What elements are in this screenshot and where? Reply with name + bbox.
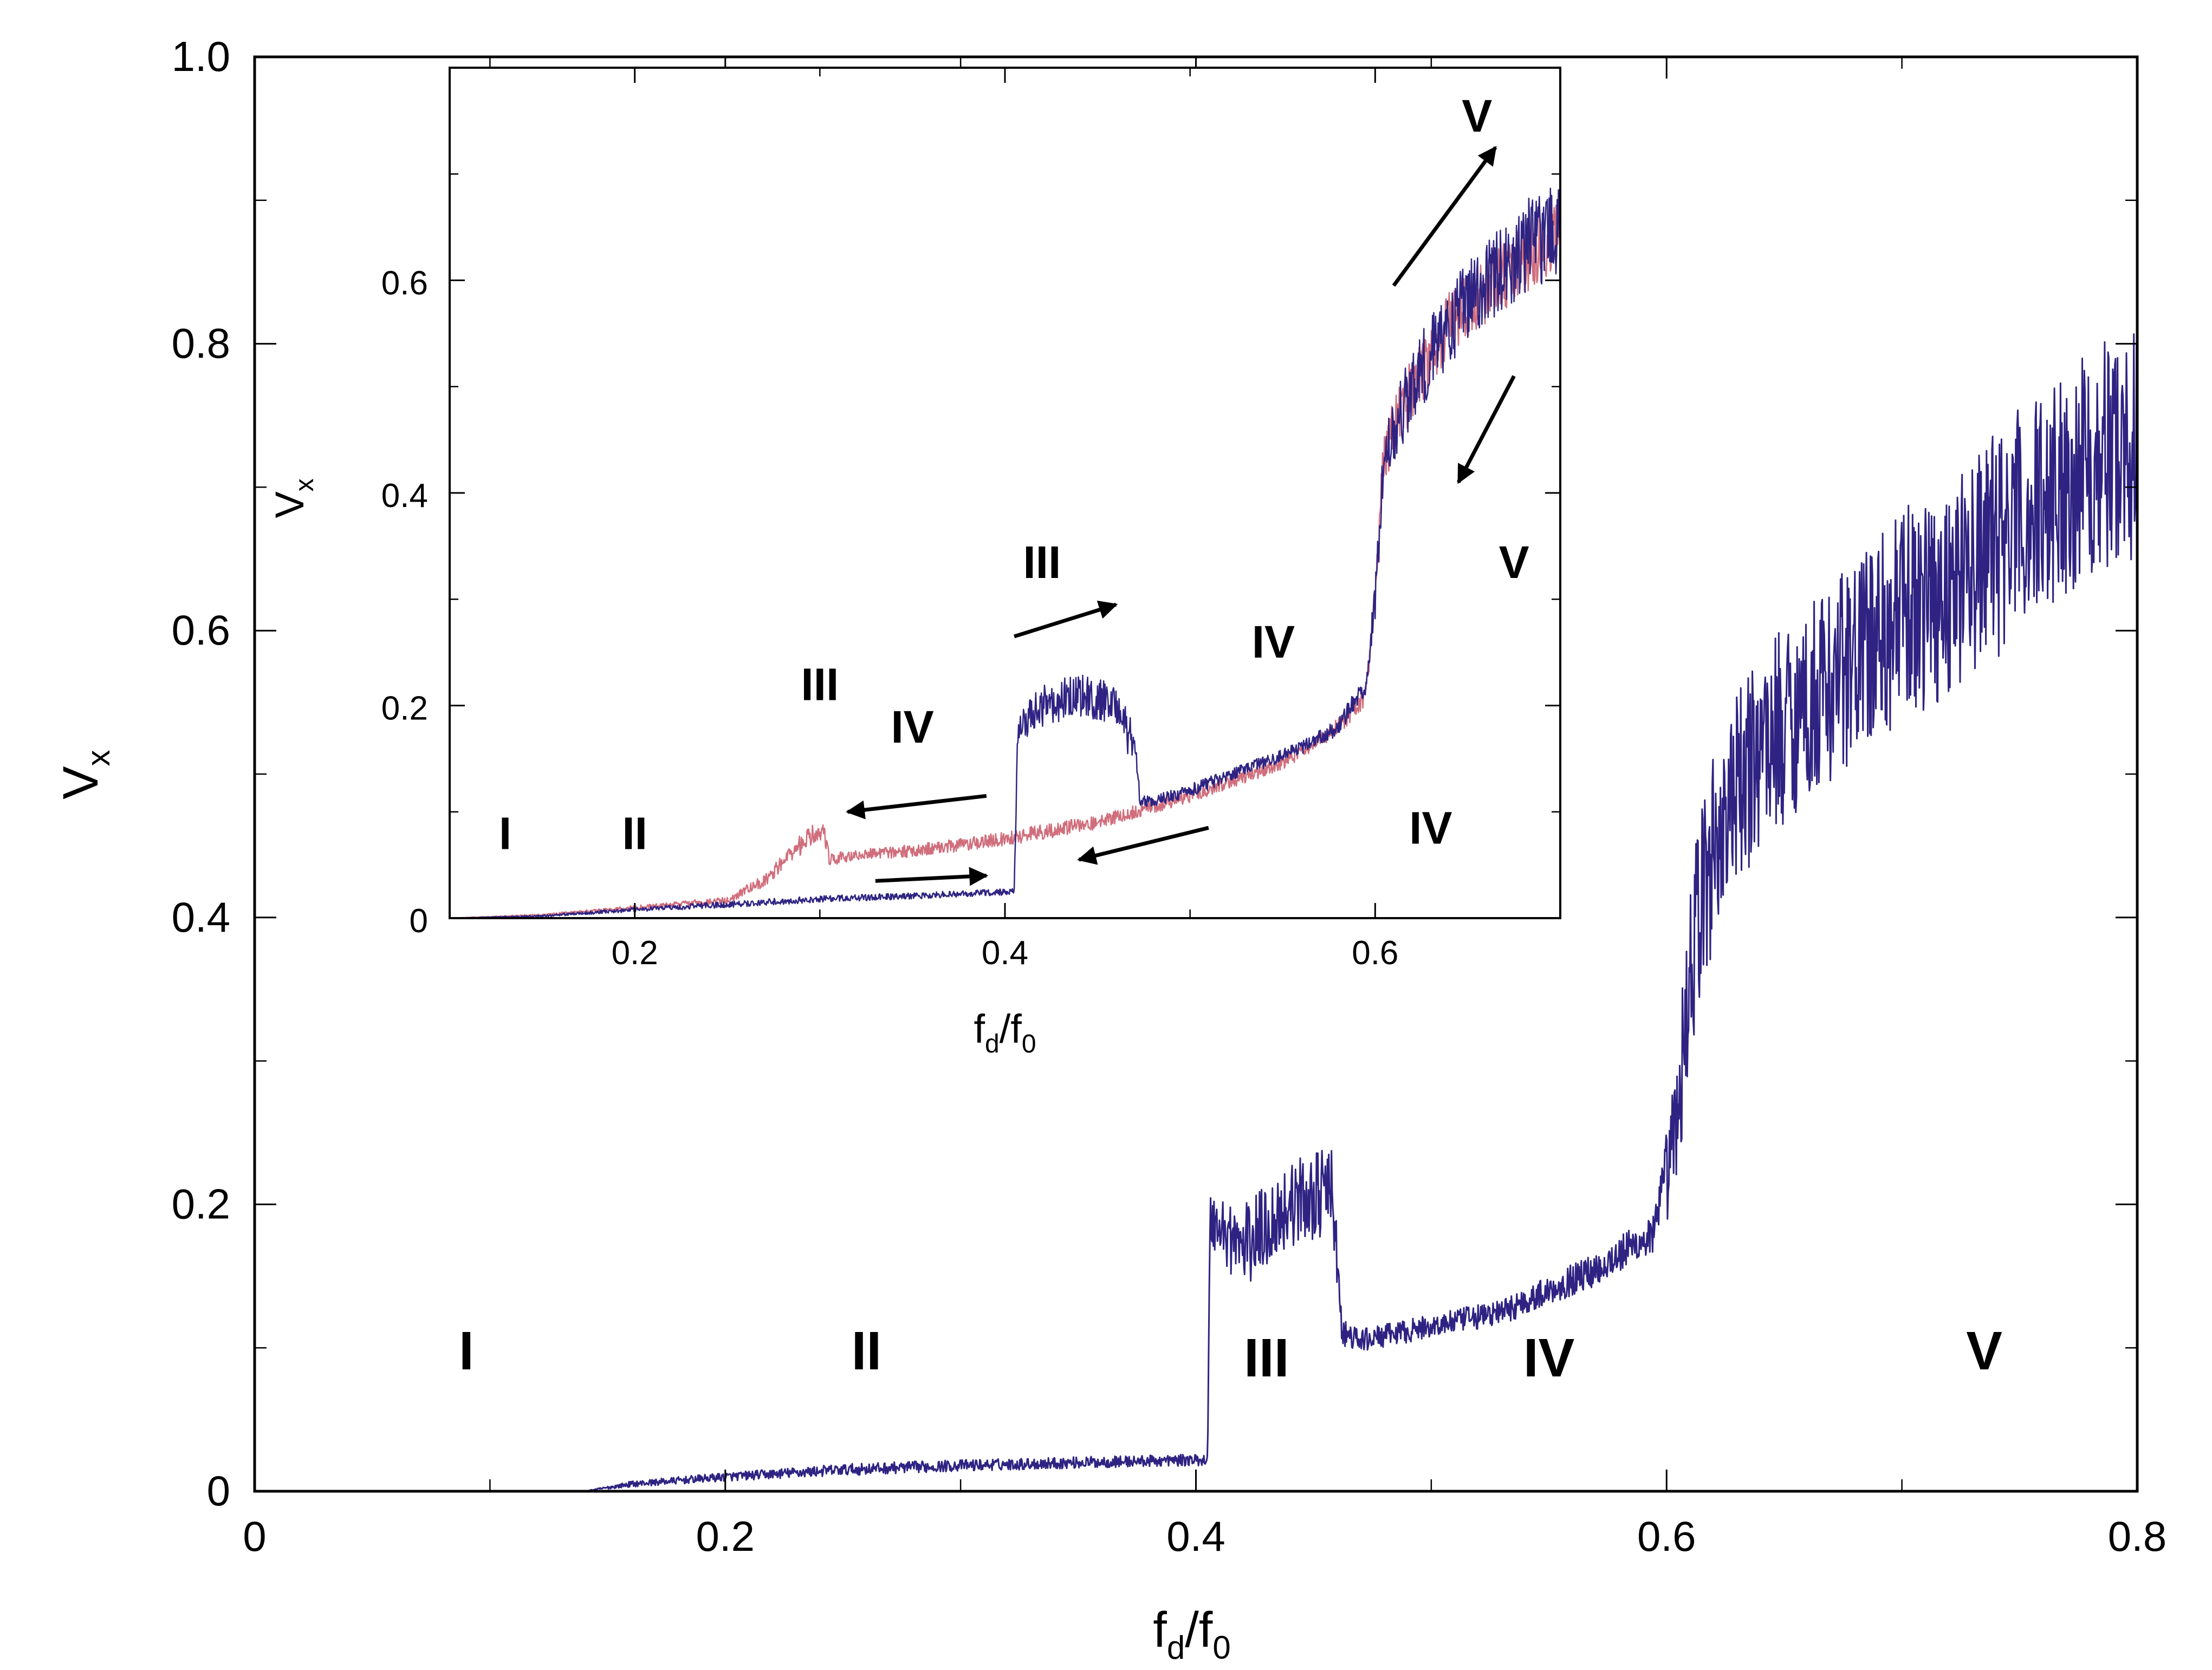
inset-region-label: III bbox=[1023, 537, 1061, 588]
main-ticks: 0 0.2 0.4 0.6 0.8 0 0.2 0.4 0.6 0.8 1.0 bbox=[172, 33, 2167, 1560]
main-y-tick-label: 0.6 bbox=[172, 606, 230, 654]
main-region-label: IV bbox=[1523, 1328, 1575, 1388]
main-x-tick-label: 0.6 bbox=[1637, 1512, 1696, 1560]
inset-region-label: III bbox=[801, 659, 839, 710]
main-x-axis-label: fd/f0 bbox=[1153, 1602, 1230, 1666]
main-y-tick-label: 0.4 bbox=[172, 893, 230, 941]
inset-region-label: IV bbox=[891, 701, 933, 752]
inset-region-label: V bbox=[1499, 537, 1529, 588]
inset-y-tick-label: 0.2 bbox=[381, 690, 428, 727]
main-plot: 0 0.2 0.4 0.6 0.8 0 0.2 0.4 0.6 0.8 1.0 fd/f0 Vx I… bbox=[53, 33, 2166, 1666]
main-x-tick-label: 0.4 bbox=[1166, 1512, 1225, 1560]
inset-x-tick-label: 0.4 bbox=[982, 934, 1028, 972]
main-x-tick-label: 0.2 bbox=[696, 1512, 755, 1560]
inset-region-label: I bbox=[499, 808, 511, 859]
inset-direction-arrow bbox=[1456, 375, 1516, 484]
inset-x-axis-label: fd/f0 bbox=[974, 1006, 1036, 1058]
main-region-label: III bbox=[1244, 1328, 1289, 1388]
inset-region-label: II bbox=[622, 808, 647, 859]
main-series-increasing-drive bbox=[372, 333, 2138, 1492]
inset-x-tick-label: 0.6 bbox=[1352, 934, 1398, 972]
inset-region-label: IV bbox=[1252, 616, 1295, 667]
main-region-labels: I II III IV V bbox=[459, 1321, 2002, 1388]
inset-region-label: IV bbox=[1409, 803, 1452, 854]
inset-arrows bbox=[846, 146, 1516, 886]
inset-direction-arrow bbox=[1392, 146, 1497, 287]
inset-x-tick-label: 0.2 bbox=[612, 934, 658, 972]
inset-direction-arrow bbox=[1077, 826, 1209, 865]
main-y-axis-label: Vx bbox=[53, 750, 116, 799]
main-x-tick-label: 0.8 bbox=[2108, 1512, 2166, 1560]
main-y-tick-label: 1.0 bbox=[172, 33, 230, 80]
inset-y-axis-label: Vx bbox=[267, 478, 319, 518]
inset-y-tick-label: 0.4 bbox=[381, 477, 428, 515]
inset-direction-arrow bbox=[875, 867, 989, 886]
inset-ticks: 0.2 0.4 0.6 0 0.2 0.4 0.6 bbox=[381, 68, 1561, 972]
main-region-label: V bbox=[1966, 1321, 2002, 1381]
main-y-tick-label: 0 bbox=[207, 1467, 230, 1515]
inset-y-tick-label: 0.6 bbox=[381, 265, 428, 302]
main-y-tick-label: 0.2 bbox=[172, 1180, 230, 1227]
inset-y-tick-label: 0 bbox=[410, 902, 428, 940]
inset-plot: 0.2 0.4 0.600.20.40.6 fd/f0 Vx I IIIIIIVIII… bbox=[267, 67, 1561, 1058]
inset-direction-arrow bbox=[846, 794, 987, 820]
main-series-layer bbox=[372, 333, 2138, 1492]
inset-background bbox=[450, 68, 1560, 918]
main-region-label: II bbox=[852, 1321, 882, 1381]
main-region-label: I bbox=[459, 1321, 474, 1381]
main-x-tick-label: 0 bbox=[243, 1512, 266, 1560]
inset-region-label: V bbox=[1462, 90, 1492, 141]
inset-direction-arrow bbox=[1014, 600, 1118, 639]
main-y-tick-label: 0.8 bbox=[172, 320, 230, 367]
